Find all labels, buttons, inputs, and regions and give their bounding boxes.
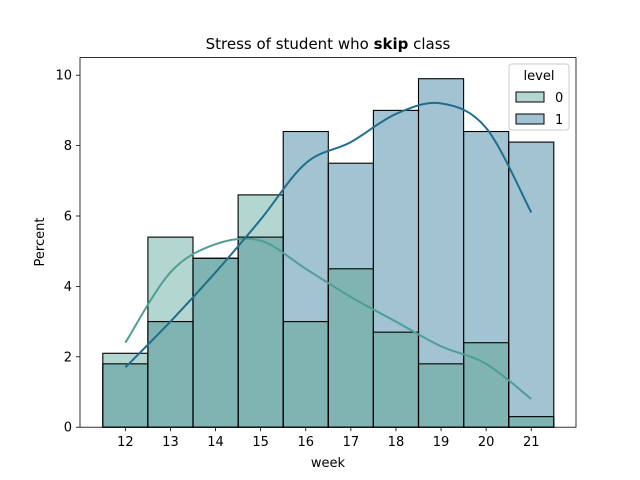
kde-line-level1 — [124, 101, 533, 369]
bar-overlap-17 — [328, 268, 374, 428]
kde-curves — [124, 101, 533, 400]
bar-level1-21 — [508, 142, 554, 428]
x-tick-label-16: 16 — [297, 435, 314, 450]
x-tick-label-20: 20 — [478, 435, 495, 450]
y-axis: 0 2 4 6 8 10 — [55, 69, 80, 436]
bar-overlap-18 — [373, 332, 419, 428]
y-tick-label-2: 2 — [64, 350, 72, 365]
kde-line-level0 — [124, 237, 532, 400]
legend-swatch-level1 — [515, 113, 545, 125]
legend-label-level1: 1 — [555, 113, 563, 128]
legend-label-level0: 0 — [555, 91, 563, 106]
y-tick-label-8: 8 — [64, 139, 72, 154]
plot-frame — [79, 57, 577, 428]
x-tick-label-19: 19 — [433, 435, 450, 450]
y-tick-label-10: 10 — [55, 69, 72, 84]
y-tick-label-0: 0 — [64, 421, 72, 436]
y-tick-label-4: 4 — [64, 280, 72, 295]
y-axis-label: Percent — [33, 218, 48, 267]
legend-title: level — [524, 69, 555, 84]
legend-swatch-level0 — [515, 91, 545, 103]
bar-overlap-15 — [238, 237, 284, 428]
bar-overlap-13 — [147, 321, 193, 428]
chart-title: Stress of student who skip class — [206, 35, 451, 53]
x-tick-label-13: 13 — [162, 435, 179, 450]
x-tick-label-15: 15 — [252, 435, 269, 450]
x-tick-label-12: 12 — [117, 435, 134, 450]
bar-overlap-12 — [102, 363, 148, 428]
chart-title-suffix: class — [408, 35, 450, 53]
bar-overlap-16 — [283, 321, 329, 428]
bar-overlap-14 — [193, 258, 239, 428]
x-tick-label-17: 17 — [343, 435, 360, 450]
chart-title-bold: skip — [374, 35, 409, 53]
bar-overlap-21 — [508, 416, 554, 428]
x-axis-label: week — [311, 456, 346, 471]
x-tick-label-18: 18 — [388, 435, 405, 450]
x-axis: 12 13 14 15 16 17 18 19 20 21 — [117, 427, 540, 450]
bar-overlap-20 — [463, 342, 509, 428]
chart-title-prefix: Stress of student who — [206, 35, 374, 53]
bar-overlap-19 — [418, 363, 464, 428]
x-tick-label-21: 21 — [523, 435, 540, 450]
y-tick-label-6: 6 — [64, 210, 72, 225]
x-tick-label-14: 14 — [207, 435, 224, 450]
overlap-bars — [102, 237, 554, 428]
